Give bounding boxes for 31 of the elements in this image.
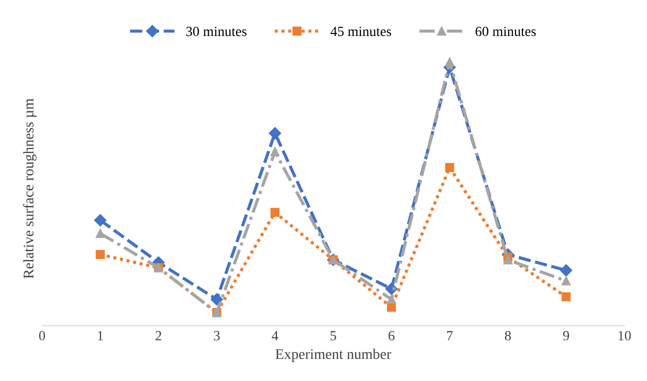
x-axis-title: Experiment number: [276, 348, 392, 362]
x-tick-label: 5: [330, 331, 336, 340]
point: [562, 292, 571, 302]
point: [210, 293, 223, 306]
x-tick-label: 3: [214, 331, 220, 340]
x-tick-label: 1: [98, 331, 103, 340]
point: [268, 127, 282, 140]
x-tick-label: 0: [39, 331, 45, 340]
x-tick-label: 9: [563, 331, 570, 340]
legend-label: 45 minutes: [330, 26, 392, 36]
point: [96, 250, 105, 260]
legend-label: 30 minutes: [186, 26, 246, 36]
point: [386, 302, 396, 312]
legend-label: 60 minutes: [476, 26, 536, 36]
point: [445, 162, 454, 172]
y-axis-title: Relative surface roughness µm: [23, 98, 36, 278]
x-tick-label: 4: [272, 331, 278, 340]
point: [270, 208, 280, 217]
point: [94, 214, 106, 226]
x-tick-label: 6: [388, 331, 394, 340]
point: [386, 294, 396, 304]
x-tick-label: 2: [156, 331, 162, 340]
x-tick-label: 8: [504, 331, 511, 340]
point: [445, 57, 454, 66]
point: [562, 276, 571, 286]
point: [560, 264, 572, 276]
x-tick-label: 10: [618, 331, 631, 340]
point: [270, 147, 280, 156]
x-tick-label: 7: [447, 331, 453, 340]
point: [503, 255, 512, 264]
point: [96, 228, 105, 238]
